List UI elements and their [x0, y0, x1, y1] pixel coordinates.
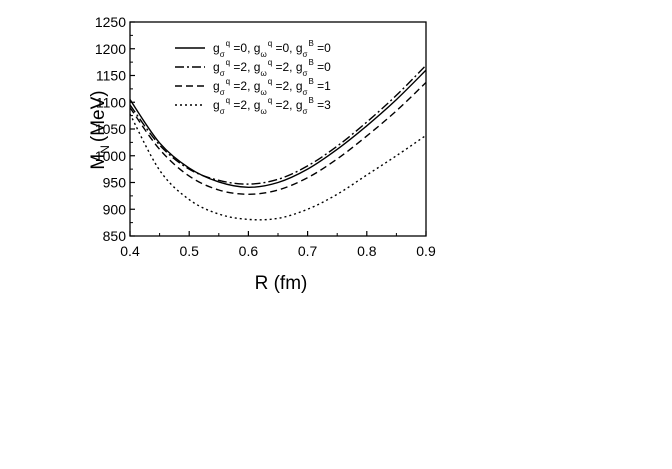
- y-tick-label: 900: [103, 201, 127, 217]
- y-tick-label: 1250: [95, 14, 126, 30]
- x-tick-label: 0.4: [120, 243, 140, 259]
- y-tick-label: 1100: [96, 94, 126, 110]
- y-axis-label: MN (MeV): [88, 90, 112, 169]
- x-axis-ticks: 0.4 0.5 0.6 0.7 0.8 0.9: [120, 231, 436, 259]
- series-lines: [129, 64, 427, 221]
- y-tick-label: 1000: [95, 148, 126, 164]
- y-tick-label: 850: [103, 228, 127, 244]
- x-axis-label: R (fm): [255, 273, 308, 294]
- series-line-1: [129, 69, 427, 189]
- x-tick-label: 0.6: [239, 243, 259, 259]
- x-tick-label: 0.7: [298, 243, 318, 259]
- y-axis-label-sub: N: [98, 145, 112, 154]
- y-axis-label-main: M: [88, 154, 109, 170]
- y-tick-label: 1150: [96, 68, 126, 84]
- legend-label-3: gσq =2, gωq =2, gσB =1: [213, 77, 331, 97]
- y-axis-ticks: 850 900 950 1000 1050 1100 1150 1200 1250: [95, 14, 135, 244]
- series-line-3: [129, 81, 427, 195]
- y-tick-label: 950: [103, 175, 127, 191]
- y-axis-label-unit: (MeV): [88, 90, 109, 142]
- x-tick-label: 0.8: [357, 243, 377, 259]
- y-tick-label: 1050: [95, 121, 126, 137]
- legend-label-1: gσq =0, gωq =0, gσB =0: [213, 39, 331, 59]
- legend-label-2: gσq =2, gωq =2, gσB =0: [213, 58, 331, 78]
- y-tick-label: 1200: [95, 41, 126, 57]
- legend-label-4: gσq =2, gωq =2, gσB =3: [213, 96, 331, 116]
- series-line-4: [129, 113, 427, 221]
- x-tick-label: 0.5: [179, 243, 199, 259]
- x-tick-label: 0.9: [416, 243, 436, 259]
- series-line-2: [129, 64, 427, 185]
